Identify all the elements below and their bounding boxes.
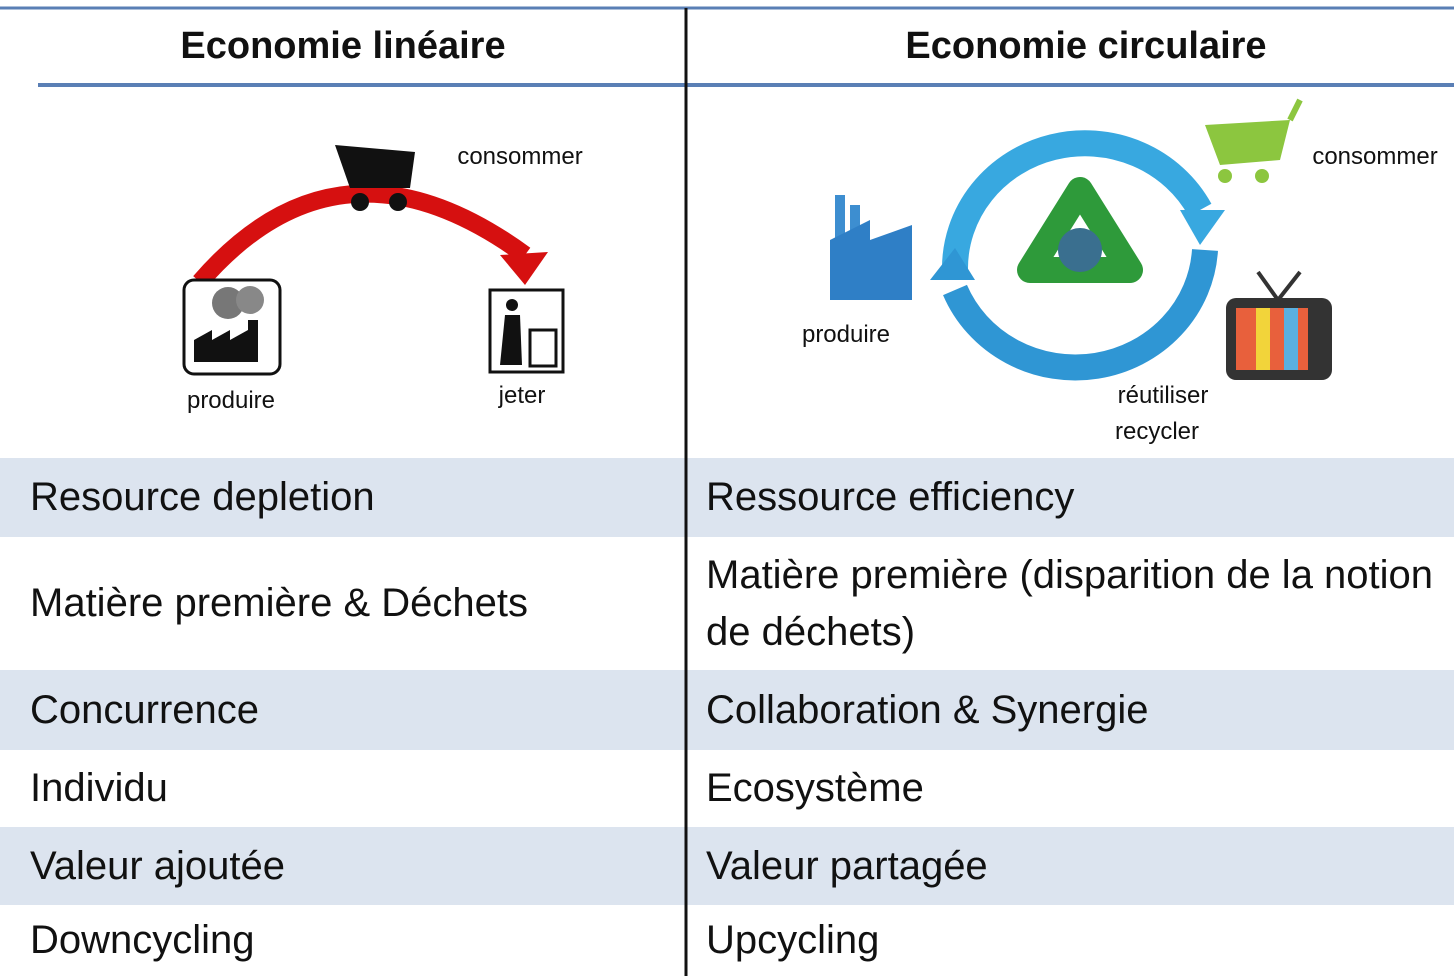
linear-diagram <box>184 145 563 374</box>
tv-screen <box>1256 308 1270 370</box>
table-cell: Matière première & Déchets <box>30 537 680 670</box>
table-cell: Matière première (disparition de la noti… <box>706 537 1446 670</box>
tv-screen <box>1284 308 1298 370</box>
arrow-head <box>500 252 548 285</box>
table-cell: Valeur partagée <box>706 827 1446 905</box>
cycle-arrow-head <box>1180 210 1225 245</box>
page: Economie linéaire Economie circulaire co… <box>0 0 1454 976</box>
smoke <box>236 286 264 314</box>
diagram-label: jeter <box>499 382 546 410</box>
table-cell: Downcycling <box>30 905 680 976</box>
cart-wheel <box>1255 169 1269 183</box>
header-cell: Economie linéaire <box>0 8 686 84</box>
person <box>506 299 518 311</box>
table-cell: Valeur ajoutée <box>30 827 680 905</box>
cart-wheel <box>351 193 369 211</box>
cart-icon <box>335 145 415 188</box>
table-cell: Ressource efficiency <box>706 458 1446 537</box>
cart-wheel <box>1218 169 1232 183</box>
diagram-label: consommer <box>1312 143 1437 171</box>
earth <box>1058 228 1102 272</box>
tv-antenna <box>1278 272 1300 300</box>
table-cell: Resource depletion <box>30 458 680 537</box>
diagram-label: consommer <box>457 143 582 171</box>
diagram-label: produire <box>802 321 890 349</box>
table-cell: Upcycling <box>706 905 1446 976</box>
table-cell: Individu <box>30 750 680 827</box>
table-cell: Collaboration & Synergie <box>706 670 1446 750</box>
header-cell: Economie circulaire <box>686 8 1454 84</box>
cart-handle <box>1290 100 1300 120</box>
tv-antenna <box>1258 272 1278 300</box>
cart-icon <box>1205 120 1290 165</box>
table-cell: Ecosystème <box>706 750 1446 827</box>
diagram-label: recycler <box>1115 418 1199 446</box>
table-cell: Concurrence <box>30 670 680 750</box>
cart-wheel <box>389 193 407 211</box>
diagram-label: réutiliser <box>1118 382 1209 410</box>
diagram-label: produire <box>187 387 275 415</box>
circular-diagram <box>830 100 1332 380</box>
